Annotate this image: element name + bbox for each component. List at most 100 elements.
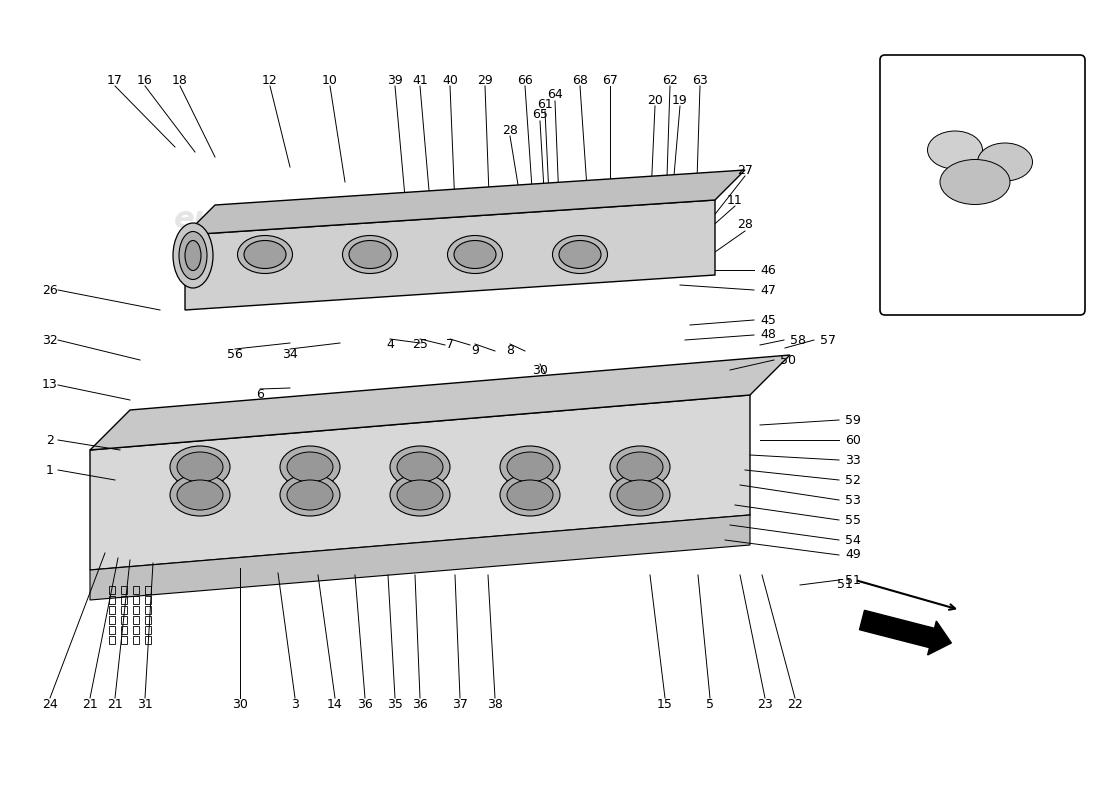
Text: 13: 13: [42, 378, 58, 391]
Text: 24: 24: [42, 698, 58, 711]
Text: 26: 26: [42, 283, 58, 297]
Bar: [121, 596, 126, 604]
Bar: [109, 596, 116, 604]
Text: 60: 60: [845, 434, 861, 446]
Text: 42: 42: [908, 114, 923, 126]
Text: 46: 46: [760, 263, 775, 277]
Bar: [145, 636, 151, 644]
Text: 38: 38: [487, 698, 503, 711]
Ellipse shape: [397, 480, 443, 510]
Text: 48: 48: [760, 329, 775, 342]
Bar: [133, 586, 139, 594]
Text: 17: 17: [107, 74, 123, 86]
Ellipse shape: [390, 474, 450, 516]
Text: 15: 15: [657, 698, 673, 711]
Text: 28: 28: [502, 123, 518, 137]
Bar: [133, 596, 139, 604]
Bar: [121, 586, 126, 594]
Bar: [109, 586, 116, 594]
Bar: [109, 626, 116, 634]
Text: 51: 51: [837, 578, 852, 591]
Text: 4: 4: [386, 338, 394, 351]
Text: 33: 33: [845, 454, 860, 466]
Text: 19: 19: [672, 94, 688, 106]
Text: 47: 47: [760, 283, 775, 297]
Ellipse shape: [177, 452, 223, 482]
Text: 52: 52: [845, 474, 861, 486]
Polygon shape: [90, 395, 750, 570]
Text: 36: 36: [358, 698, 373, 711]
Text: 25: 25: [412, 338, 428, 351]
Ellipse shape: [610, 446, 670, 488]
Ellipse shape: [507, 452, 553, 482]
Ellipse shape: [173, 223, 213, 288]
Text: 9: 9: [471, 343, 478, 357]
Text: 67: 67: [602, 74, 618, 86]
Ellipse shape: [170, 474, 230, 516]
Text: 29: 29: [477, 74, 493, 86]
Text: 30: 30: [232, 698, 248, 711]
Text: 7: 7: [446, 338, 454, 351]
Ellipse shape: [349, 241, 390, 269]
Ellipse shape: [559, 241, 601, 269]
Ellipse shape: [238, 235, 293, 274]
Bar: [145, 596, 151, 604]
Text: 28: 28: [737, 218, 752, 231]
Text: 12: 12: [262, 74, 278, 86]
Text: 30: 30: [532, 363, 548, 377]
Text: 16: 16: [138, 74, 153, 86]
Ellipse shape: [280, 474, 340, 516]
Text: 61: 61: [537, 98, 553, 111]
Text: 8: 8: [506, 343, 514, 357]
Text: Soluzione superata: Soluzione superata: [914, 249, 1049, 262]
Ellipse shape: [940, 159, 1010, 205]
Text: 65: 65: [532, 109, 548, 122]
Text: Old solution: Old solution: [939, 269, 1024, 282]
Text: 40: 40: [442, 74, 458, 86]
Text: 43: 43: [908, 74, 923, 86]
Text: 59: 59: [845, 414, 861, 426]
Text: eurospares: eurospares: [484, 206, 676, 234]
Polygon shape: [185, 170, 745, 235]
Ellipse shape: [978, 143, 1033, 181]
Text: 21: 21: [82, 698, 98, 711]
Text: 44: 44: [908, 94, 923, 106]
Ellipse shape: [610, 474, 670, 516]
Ellipse shape: [287, 480, 333, 510]
FancyArrow shape: [859, 610, 952, 655]
Text: 14: 14: [327, 698, 343, 711]
Ellipse shape: [287, 452, 333, 482]
Text: 57: 57: [820, 334, 836, 346]
Text: 3: 3: [292, 698, 299, 711]
Ellipse shape: [390, 446, 450, 488]
Ellipse shape: [177, 480, 223, 510]
Bar: [109, 606, 116, 614]
Text: 18: 18: [172, 74, 188, 86]
Text: 5: 5: [706, 698, 714, 711]
Ellipse shape: [244, 241, 286, 269]
Polygon shape: [90, 355, 790, 450]
Text: 68: 68: [572, 74, 587, 86]
Ellipse shape: [179, 231, 207, 279]
Text: 56: 56: [227, 349, 243, 362]
Text: 39: 39: [387, 74, 403, 86]
Text: 31: 31: [138, 698, 153, 711]
Text: eurospares: eurospares: [174, 475, 366, 505]
Text: 1: 1: [46, 463, 54, 477]
Ellipse shape: [280, 446, 340, 488]
Ellipse shape: [448, 235, 503, 274]
Text: 55: 55: [845, 514, 861, 526]
Text: 45: 45: [760, 314, 775, 326]
Ellipse shape: [617, 480, 663, 510]
Text: 51: 51: [845, 574, 861, 586]
Bar: [109, 616, 116, 624]
Ellipse shape: [500, 446, 560, 488]
Bar: [133, 626, 139, 634]
Text: 53: 53: [845, 494, 861, 506]
Text: 41: 41: [412, 74, 428, 86]
Bar: [121, 616, 126, 624]
Text: 23: 23: [757, 698, 773, 711]
Text: 10: 10: [322, 74, 338, 86]
Text: eurospares: eurospares: [484, 475, 676, 505]
Text: 32: 32: [42, 334, 58, 346]
